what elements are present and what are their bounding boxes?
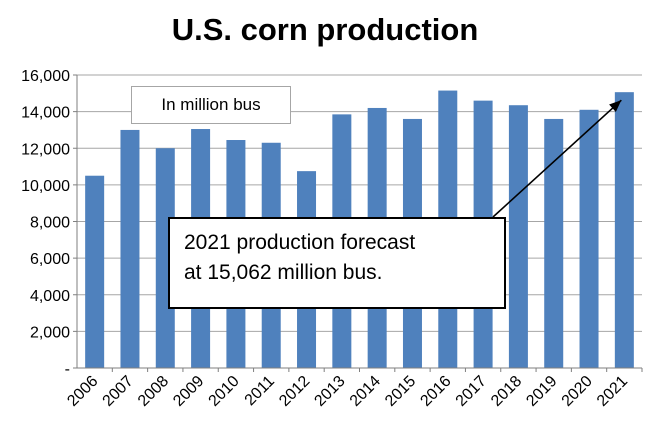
bar-2008	[155, 148, 175, 368]
x-tick-labels: 2006200720082009201020112012201320142015…	[64, 373, 631, 410]
annotation-line-1: 2021 production forecast	[184, 231, 416, 254]
bar-2018	[508, 105, 528, 368]
forecast-annotation: 2021 production forecast at 15,062 milli…	[168, 217, 506, 309]
x-tick-label: 2014	[347, 373, 384, 410]
x-tick-label: 2018	[488, 373, 525, 410]
y-tick-label: 12,000	[21, 141, 70, 158]
bar-2020	[579, 109, 599, 368]
x-tick-label: 2007	[100, 373, 137, 410]
x-tick-label: 2010	[206, 373, 243, 410]
chart-title: U.S. corn production	[171, 12, 479, 47]
x-tick-label: 2016	[417, 373, 454, 410]
y-tick-label: 8,000	[30, 215, 70, 232]
unit-label: In million bus	[131, 86, 291, 124]
x-tick-label: 2012	[276, 373, 313, 410]
y-tick-label: 4,000	[30, 288, 70, 305]
axes	[73, 74, 643, 372]
x-tick-label: 2015	[382, 373, 419, 410]
annotation-arrow	[492, 99, 622, 218]
x-tick-label: 2009	[170, 373, 207, 410]
x-tick-label: 2011	[242, 373, 278, 409]
x-tick-label: 2006	[64, 373, 101, 410]
y-tick-label: 16,000	[21, 68, 70, 85]
bar-2019	[544, 118, 564, 368]
y-tick-labels: - 2,000 4,000 6,000 8,000 10,000 12,000 14,000 1…	[21, 68, 70, 378]
x-tick-label: 2021	[594, 373, 631, 410]
bar-2007	[120, 129, 140, 368]
x-tick-label: 2008	[135, 373, 172, 410]
bar-2021	[614, 92, 634, 368]
x-tick-label: 2017	[453, 373, 490, 410]
y-tick-label: 2,000	[30, 324, 70, 341]
x-tick-label: 2019	[523, 373, 560, 410]
y-tick-label: 6,000	[30, 251, 70, 268]
annotation-line-2: at 15,062 million bus.	[184, 261, 383, 284]
arrow-head	[609, 100, 622, 112]
y-tick-label: 14,000	[21, 105, 70, 122]
y-tick-label: -	[65, 361, 70, 378]
x-tick-label: 2013	[311, 373, 348, 410]
x-tick-label: 2020	[559, 373, 596, 410]
y-tick-label: 10,000	[21, 178, 70, 195]
arrow-line	[492, 99, 622, 218]
bar-2006	[85, 175, 105, 368]
